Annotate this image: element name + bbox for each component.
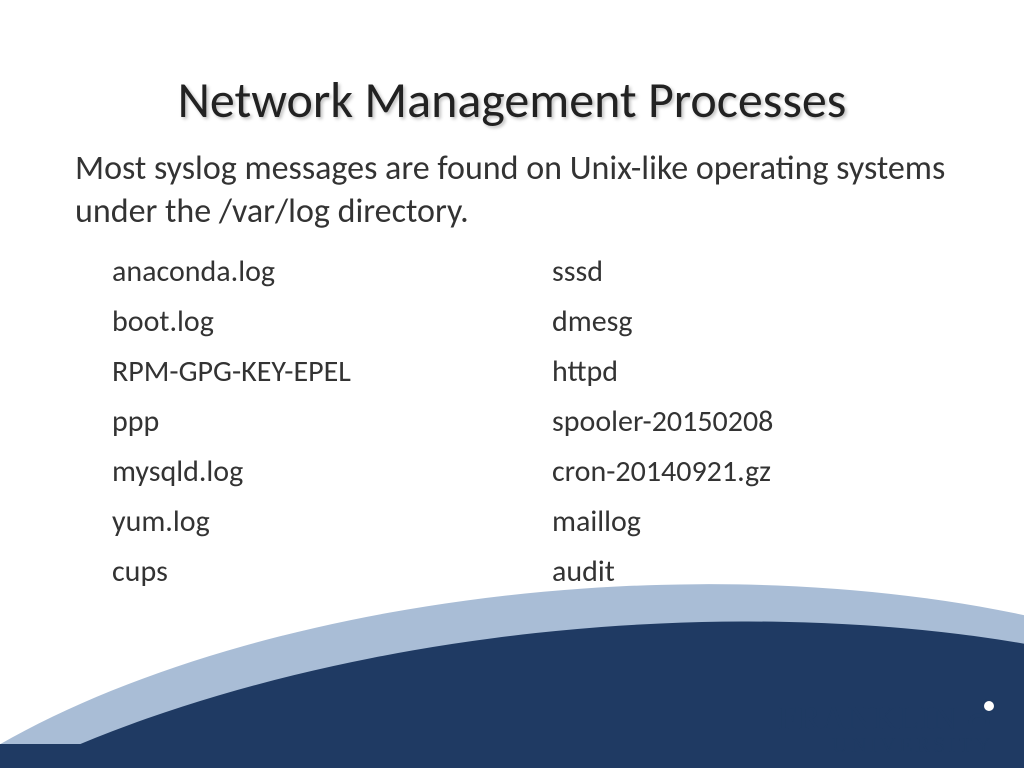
list-item: yum.log	[112, 502, 552, 541]
list-item: maillog	[552, 502, 932, 541]
log-columns: anaconda.log boot.log RPM-GPG-KEY-EPEL p…	[112, 252, 932, 591]
logo-text-line2: UNIVERSITY	[778, 735, 994, 756]
list-item: mysqld.log	[112, 452, 552, 491]
slide-title: Network Management Processes	[0, 70, 1024, 131]
list-item: httpd	[552, 352, 932, 391]
list-item: dmesg	[552, 302, 932, 341]
arch-clock-icon	[964, 699, 994, 735]
list-item: cron-20140921.gz	[552, 452, 932, 491]
list-item: cups	[112, 552, 552, 591]
list-item: RPM-GPG-KEY-EPEL	[112, 352, 552, 391]
list-item: boot.log	[112, 302, 552, 341]
list-item: anaconda.log	[112, 252, 552, 291]
log-column-right: sssd dmesg httpd spooler-20150208 cron-2…	[552, 252, 932, 591]
list-item: sssd	[552, 252, 932, 291]
university-logo: FRANKLIN UNIVERSITY	[778, 699, 994, 756]
slide-subtitle: Most syslog messages are found on Unix-l…	[75, 148, 955, 233]
list-item: spooler-20150208	[552, 402, 932, 441]
list-item: ppp	[112, 402, 552, 441]
log-column-left: anaconda.log boot.log RPM-GPG-KEY-EPEL p…	[112, 252, 552, 591]
logo-text-line1: FRANKLIN	[778, 703, 958, 735]
slide: Network Management Processes Most syslog…	[0, 0, 1024, 768]
